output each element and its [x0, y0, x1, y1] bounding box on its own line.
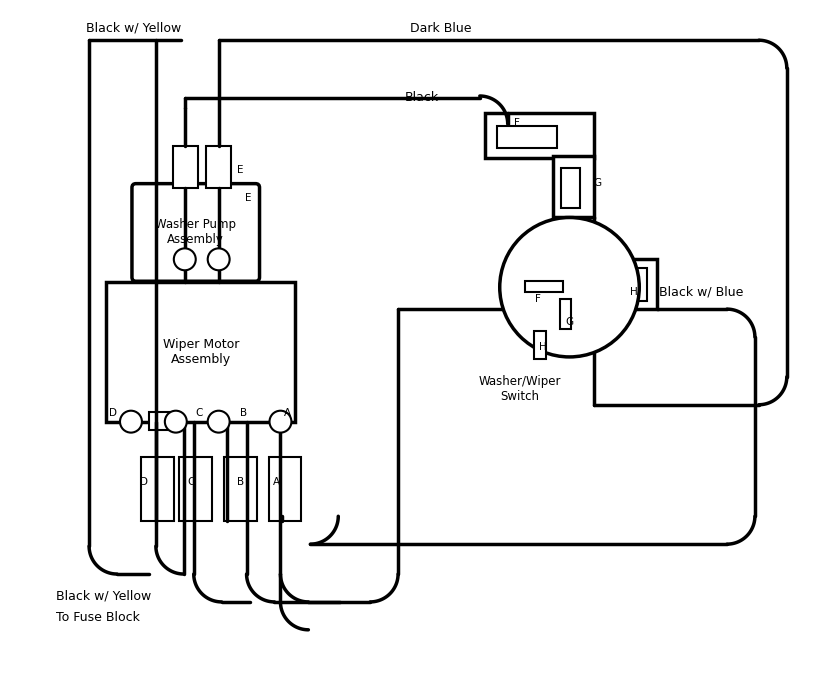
- Text: Washer Pump
Assembly: Washer Pump Assembly: [155, 219, 237, 246]
- Bar: [106, 282, 295, 422]
- Text: Black w/ Yellow: Black w/ Yellow: [56, 590, 152, 603]
- Bar: [224, 456, 257, 521]
- Bar: [268, 456, 301, 521]
- Circle shape: [500, 217, 639, 357]
- Text: F: F: [513, 118, 519, 128]
- Bar: [560, 168, 581, 208]
- Text: D: D: [140, 477, 148, 487]
- Text: H: H: [630, 287, 638, 297]
- Text: G: G: [565, 317, 574, 327]
- Bar: [560, 299, 571, 329]
- Text: D: D: [109, 408, 117, 418]
- Circle shape: [269, 411, 291, 433]
- Bar: [141, 456, 174, 521]
- Circle shape: [208, 248, 230, 270]
- Text: A: A: [273, 477, 280, 487]
- Text: Black w/ Yellow: Black w/ Yellow: [86, 22, 181, 35]
- Text: H: H: [539, 342, 546, 352]
- Circle shape: [174, 248, 195, 270]
- Bar: [497, 126, 556, 148]
- Bar: [619, 259, 657, 309]
- Bar: [553, 156, 594, 217]
- Text: C: C: [195, 408, 202, 418]
- Text: Black: Black: [405, 91, 439, 104]
- Text: E: E: [245, 192, 252, 202]
- Text: G: G: [593, 177, 602, 188]
- Text: Black w/ Blue: Black w/ Blue: [659, 286, 743, 299]
- Bar: [206, 146, 231, 188]
- Circle shape: [120, 411, 142, 433]
- Bar: [534, 331, 545, 359]
- Bar: [179, 456, 211, 521]
- Circle shape: [164, 411, 187, 433]
- Text: C: C: [187, 477, 195, 487]
- Text: A: A: [284, 408, 291, 418]
- Text: Dark Blue: Dark Blue: [410, 22, 472, 35]
- Bar: [173, 146, 198, 188]
- Circle shape: [208, 411, 230, 433]
- Text: F: F: [534, 294, 540, 304]
- Text: Washer/Wiper
Switch: Washer/Wiper Switch: [478, 375, 561, 403]
- Text: B: B: [237, 477, 244, 487]
- Bar: [485, 113, 594, 158]
- Bar: [628, 268, 647, 301]
- Bar: [149, 412, 171, 430]
- Text: To Fuse Block: To Fuse Block: [56, 611, 140, 624]
- FancyBboxPatch shape: [132, 183, 259, 281]
- Text: Wiper Motor
Assembly: Wiper Motor Assembly: [163, 338, 239, 366]
- Text: B: B: [240, 408, 248, 418]
- Bar: [524, 281, 562, 292]
- Text: E: E: [237, 165, 244, 175]
